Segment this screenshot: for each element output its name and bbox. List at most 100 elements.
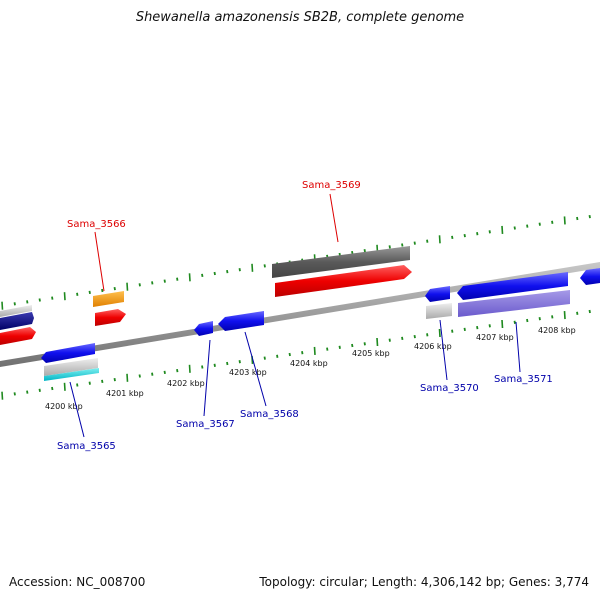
scale-tick-outer-minor xyxy=(201,273,204,278)
scale-tick-outer-minor xyxy=(138,283,141,287)
scale-tick-outer-minor xyxy=(213,271,216,276)
gene-feature-light-3570[interactable] xyxy=(426,303,452,319)
scale-tick-outer-minor xyxy=(113,286,116,291)
gene-label-sama-3568[interactable]: Sama_3568 xyxy=(240,409,299,420)
gene-feature-red-3569[interactable] xyxy=(275,265,412,297)
gene-feature-blue-3567[interactable] xyxy=(194,321,213,336)
scale-tick-inner-minor xyxy=(576,311,579,315)
leader-sama-3565 xyxy=(69,381,85,438)
scale-tick-inner-minor xyxy=(26,390,29,394)
scale-label: 4206 kbp xyxy=(414,342,452,351)
gene-feature-blue-3568[interactable] xyxy=(218,311,264,331)
gene-label-sama-3565[interactable]: Sama_3565 xyxy=(57,441,116,452)
scale-tick-inner-minor xyxy=(263,356,266,360)
scale-tick-outer-major xyxy=(1,301,4,310)
scale-tick-inner-minor xyxy=(113,377,116,382)
scale-tick-inner-minor xyxy=(326,347,329,351)
scale-tick-inner-minor xyxy=(426,333,429,337)
leader-sama-3571 xyxy=(515,321,521,373)
scale-tick-inner-minor xyxy=(388,338,391,342)
scale-tick-inner-minor xyxy=(213,363,216,367)
gene-feature-navy-left[interactable] xyxy=(0,312,34,330)
scale-tick-outer-minor xyxy=(401,243,404,247)
scale-tick-inner-major xyxy=(438,328,441,338)
leader-sama-3566 xyxy=(94,231,105,292)
scale-tick-outer-minor xyxy=(526,224,529,228)
scale-tick-inner-minor xyxy=(38,388,41,392)
scale-tick-inner-minor xyxy=(551,315,554,319)
scale-tick-inner-minor xyxy=(276,354,279,358)
gene-label-sama-3570[interactable]: Sama_3570 xyxy=(420,383,479,394)
scale-tick-inner-minor xyxy=(238,360,241,364)
scale-tick-outer-minor xyxy=(226,269,229,274)
gene-feature-gray-3569[interactable] xyxy=(272,246,410,278)
scale-tick-inner-minor xyxy=(138,374,141,378)
scale-tick-outer-minor xyxy=(101,288,104,293)
scale-label: 4200 kbp xyxy=(45,402,83,411)
gene-label-sama-3569[interactable]: Sama_3569 xyxy=(302,180,361,191)
scale-tick-outer-minor xyxy=(488,230,491,234)
scale-tick-outer-minor xyxy=(13,302,16,306)
scale-tick-inner-major xyxy=(188,364,191,373)
scale-label: 4204 kbp xyxy=(290,359,328,368)
scale-tick-outer-minor xyxy=(576,216,579,221)
scale-tick-inner-minor xyxy=(588,309,591,314)
scale-tick-inner-minor xyxy=(538,317,541,321)
scale-ticks-outer xyxy=(1,214,591,310)
gene-label-sama-3566[interactable]: Sama_3566 xyxy=(67,219,126,230)
gene-label-sama-3567[interactable]: Sama_3567 xyxy=(176,419,235,430)
scale-tick-outer-minor xyxy=(451,235,454,240)
scale-tick-outer-minor xyxy=(426,239,429,243)
scale-tick-inner-minor xyxy=(101,379,104,384)
scale-tick-inner-minor xyxy=(288,352,291,357)
scale-tick-inner-major xyxy=(376,337,379,347)
gene-feature-red-left[interactable] xyxy=(0,327,36,345)
leader-sama-3570 xyxy=(439,319,448,381)
scale-tick-inner-minor xyxy=(351,343,354,348)
scale-tick-outer-minor xyxy=(151,281,154,285)
gene-feature-blue-3571[interactable] xyxy=(457,272,568,300)
scale-tick-outer-minor xyxy=(388,245,391,249)
gene-label-sama-3571[interactable]: Sama_3571 xyxy=(494,374,553,385)
scale-tick-outer-major xyxy=(438,235,441,244)
gene-feature-cyan-3565[interactable] xyxy=(44,368,99,381)
gene-feature-blue-right[interactable] xyxy=(580,268,600,285)
scale-tick-outer-minor xyxy=(551,220,554,224)
scale-tick-inner-major xyxy=(126,373,129,382)
gene-feature-blue-3565[interactable] xyxy=(41,343,95,363)
scale-tick-inner-minor xyxy=(88,381,91,385)
leader-sama-3567 xyxy=(203,339,211,417)
scale-label: 4207 kbp xyxy=(476,333,514,342)
scale-tick-inner-minor xyxy=(338,345,341,349)
scale-tick-outer-minor xyxy=(163,279,166,283)
scale-tick-inner-minor xyxy=(451,329,454,333)
gene-feature-light-3565[interactable] xyxy=(44,358,98,376)
gene-feature-purple-3571[interactable] xyxy=(458,290,570,317)
scale-tick-inner-major xyxy=(313,346,316,355)
scale-tick-outer-minor xyxy=(463,233,466,238)
scale-tick-inner-minor xyxy=(488,324,491,328)
scale-tick-inner-minor xyxy=(401,336,404,341)
leader-sama-3569 xyxy=(329,193,339,243)
genome-summary-text: Topology: circular; Length: 4,306,142 bp… xyxy=(259,575,589,589)
gene-feature-orange[interactable] xyxy=(93,291,124,307)
gene-feature-blue-3570[interactable] xyxy=(425,286,450,302)
scale-tick-outer-minor xyxy=(263,264,266,268)
scale-labels: 4200 kbp 4201 kbp 4202 kbp 4203 kbp 4204 kbp… xyxy=(45,326,576,411)
scale-label: 4201 kbp xyxy=(106,389,144,398)
scale-tick-inner-minor xyxy=(526,318,529,323)
scale-tick-outer-minor xyxy=(513,226,516,230)
scale-tick-outer-minor xyxy=(176,277,179,281)
gene-feature-light-left[interactable] xyxy=(0,305,32,317)
scale-tick-outer-minor xyxy=(363,249,366,253)
gene-feature-red-3566[interactable] xyxy=(95,309,126,326)
scale-tick-inner-minor xyxy=(476,325,479,330)
scale-tick-outer-minor xyxy=(413,241,416,245)
gene-features[interactable] xyxy=(0,246,600,381)
scale-tick-outer-major xyxy=(251,263,254,272)
scale-tick-inner-major xyxy=(563,311,566,320)
scale-label: 4203 kbp xyxy=(229,368,267,377)
scale-tick-outer-major xyxy=(63,292,66,301)
label-leaders xyxy=(69,193,521,438)
